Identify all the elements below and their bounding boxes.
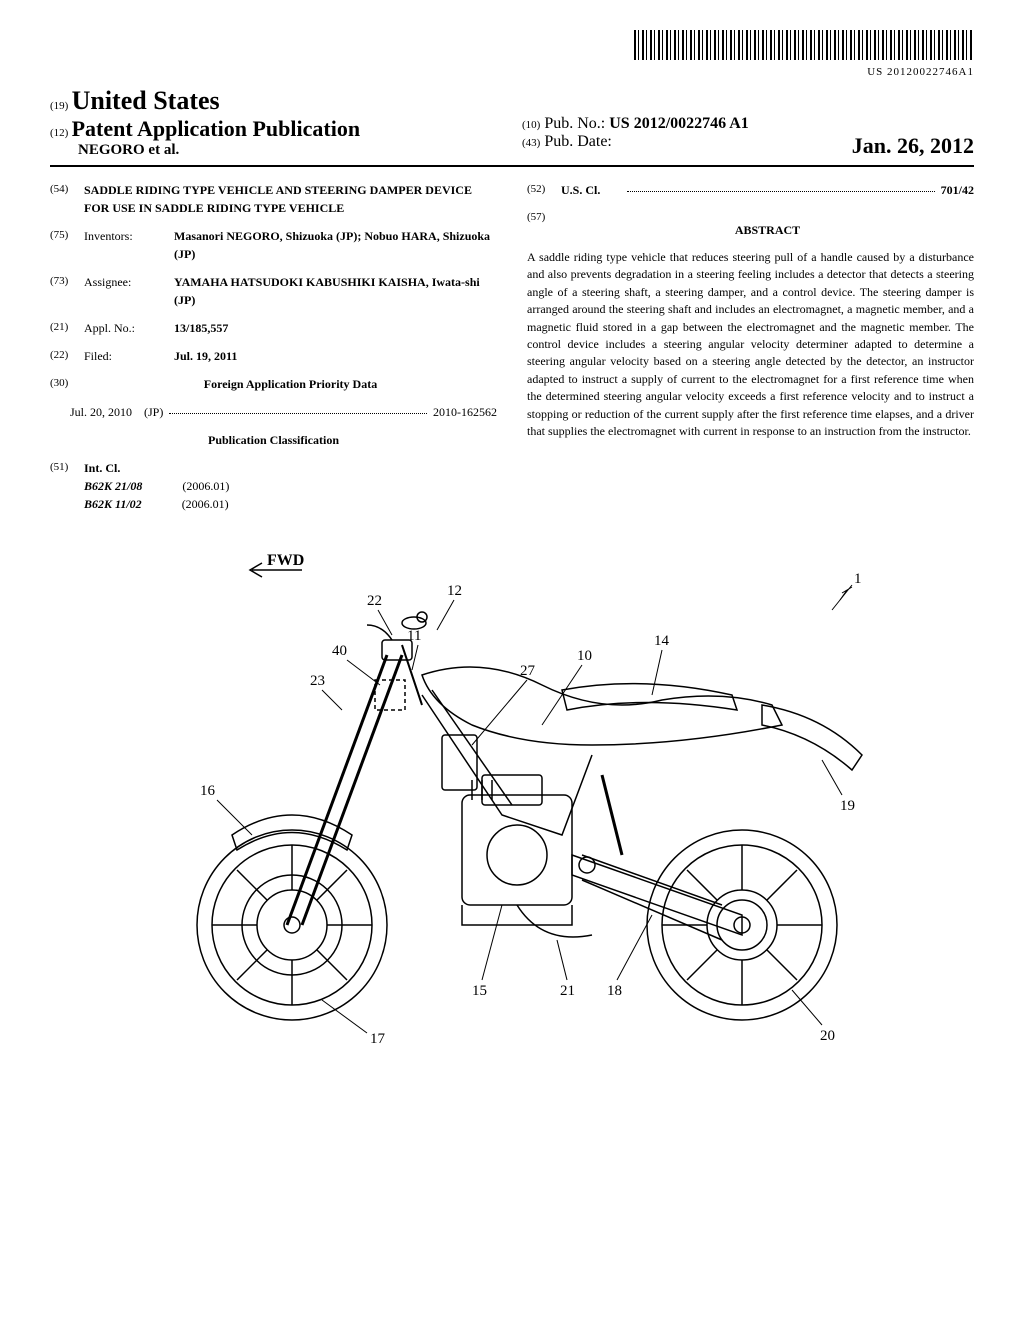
svg-text:15: 15	[472, 983, 487, 999]
intcl-ver-0: (2006.01)	[182, 477, 229, 495]
title-text: SADDLE RIDING TYPE VEHICLE AND STEERING …	[84, 181, 497, 217]
intcl-row-1: B62K 11/02 (2006.01)	[84, 495, 497, 513]
assignee-value: YAMAHA HATSUDOKI KABUSHIKI KAISHA, Iwata…	[174, 273, 497, 309]
svg-text:27: 27	[520, 663, 536, 679]
svg-text:19: 19	[840, 798, 855, 814]
svg-text:22: 22	[367, 593, 382, 609]
uscl-value: 701/42	[941, 181, 974, 199]
svg-text:11: 11	[407, 628, 421, 644]
left-column: (54) SADDLE RIDING TYPE VEHICLE AND STEE…	[50, 181, 497, 515]
uscl-row: (52) U.S. Cl. 701/42	[527, 181, 974, 199]
inventors-value: Masanori NEGORO, Shizuoka (JP); Nobuo HA…	[174, 227, 497, 263]
inventors-num: (75)	[50, 227, 84, 263]
appl-value: 13/185,557	[174, 319, 497, 337]
inventors-label: Inventors:	[84, 227, 174, 263]
priority-app: 2010-162562	[433, 403, 497, 421]
pub-no-label: Pub. No.:	[544, 115, 605, 132]
svg-text:18: 18	[607, 983, 622, 999]
pub-no: US 2012/0022746 A1	[609, 115, 749, 132]
svg-text:21: 21	[560, 983, 575, 999]
uscl-dots	[627, 181, 935, 192]
priority-num: (30)	[50, 375, 84, 393]
intcl-row: (51) Int. Cl. B62K 21/08 (2006.01) B62K …	[50, 459, 497, 513]
header-right: (10) Pub. No.: US 2012/0022746 A1 (43) P…	[502, 115, 974, 159]
title-row: (54) SADDLE RIDING TYPE VEHICLE AND STEE…	[50, 181, 497, 217]
assignee-label: Assignee:	[84, 273, 174, 309]
svg-text:23: 23	[310, 673, 325, 689]
appl-text: 13/185,557	[174, 321, 228, 335]
country: United States	[72, 86, 220, 115]
svg-text:FWD: FWD	[267, 552, 304, 569]
assignee-text: YAMAHA HATSUDOKI KABUSHIKI KAISHA, Iwata…	[174, 275, 480, 307]
intcl-row-0: B62K 21/08 (2006.01)	[84, 477, 497, 495]
barcode-text: US 20120022746A1	[50, 66, 974, 78]
priority-dots	[169, 403, 427, 414]
svg-text:14: 14	[654, 633, 670, 649]
pubclass-head: Publication Classification	[50, 431, 497, 449]
priority-head-row: (30) Foreign Application Priority Data	[50, 375, 497, 393]
intcl-code-1: B62K 11/02	[84, 495, 142, 513]
barcode-section: US 20120022746A1	[50, 30, 974, 78]
header-left: (19) United States (12) Patent Applicati…	[50, 86, 502, 159]
pub-date-num: (43)	[522, 137, 540, 149]
intcl-num: (51)	[50, 459, 84, 513]
svg-text:40: 40	[332, 643, 347, 659]
inventors-text: Masanori NEGORO, Shizuoka (JP); Nobuo HA…	[174, 229, 490, 261]
filed-label: Filed:	[84, 347, 174, 365]
authors-line: NEGORO et al.	[50, 142, 502, 159]
motorcycle-figure: FWD	[122, 545, 902, 1045]
pub-date: Jan. 26, 2012	[852, 133, 974, 159]
intcl-code-0: B62K 21/08	[84, 477, 142, 495]
abstract-num: (57)	[527, 209, 561, 249]
figure-area: FWD	[50, 545, 974, 1049]
filed-text: Jul. 19, 2011	[174, 349, 237, 363]
svg-text:20: 20	[820, 1028, 835, 1044]
svg-text:1: 1	[854, 571, 862, 587]
uscl-label: U.S. Cl.	[561, 181, 621, 199]
pub-date-label: Pub. Date:	[544, 133, 612, 150]
priority-date: Jul. 20, 2010	[70, 403, 132, 421]
pub-no-num: (10)	[522, 119, 540, 131]
abstract-head: ABSTRACT	[561, 221, 974, 239]
svg-text:12: 12	[447, 583, 462, 599]
svg-text:17: 17	[370, 1031, 386, 1045]
header-row: (19) United States (12) Patent Applicati…	[50, 86, 974, 159]
content-columns: (54) SADDLE RIDING TYPE VEHICLE AND STEE…	[50, 181, 974, 515]
priority-head: Foreign Application Priority Data	[84, 375, 497, 393]
filed-row: (22) Filed: Jul. 19, 2011	[50, 347, 497, 365]
uscl-num: (52)	[527, 181, 561, 199]
intcl-label: Int. Cl.	[84, 459, 497, 477]
inventors-row: (75) Inventors: Masanori NEGORO, Shizuok…	[50, 227, 497, 263]
priority-data-row: Jul. 20, 2010 (JP) 2010-162562	[50, 403, 497, 421]
appl-num: (21)	[50, 319, 84, 337]
header-rule	[50, 165, 974, 167]
title-num: (54)	[50, 181, 84, 217]
assignee-row: (73) Assignee: YAMAHA HATSUDOKI KABUSHIK…	[50, 273, 497, 309]
intcl-ver-1: (2006.01)	[182, 495, 229, 513]
barcode-graphic	[634, 30, 974, 60]
priority-country: (JP)	[144, 403, 163, 421]
svg-text:16: 16	[200, 783, 216, 799]
abstract-text: A saddle riding type vehicle that reduce…	[527, 249, 974, 440]
appl-row: (21) Appl. No.: 13/185,557	[50, 319, 497, 337]
svg-text:10: 10	[577, 648, 592, 664]
filed-value: Jul. 19, 2011	[174, 347, 497, 365]
appl-label: Appl. No.:	[84, 319, 174, 337]
assignee-num: (73)	[50, 273, 84, 309]
pub-type: Patent Application Publication	[72, 116, 360, 141]
filed-num: (22)	[50, 347, 84, 365]
country-num: (19)	[50, 100, 68, 112]
abstract-head-row: (57) ABSTRACT	[527, 209, 974, 249]
pub-type-num: (12)	[50, 127, 68, 139]
right-column: (52) U.S. Cl. 701/42 (57) ABSTRACT A sad…	[527, 181, 974, 515]
